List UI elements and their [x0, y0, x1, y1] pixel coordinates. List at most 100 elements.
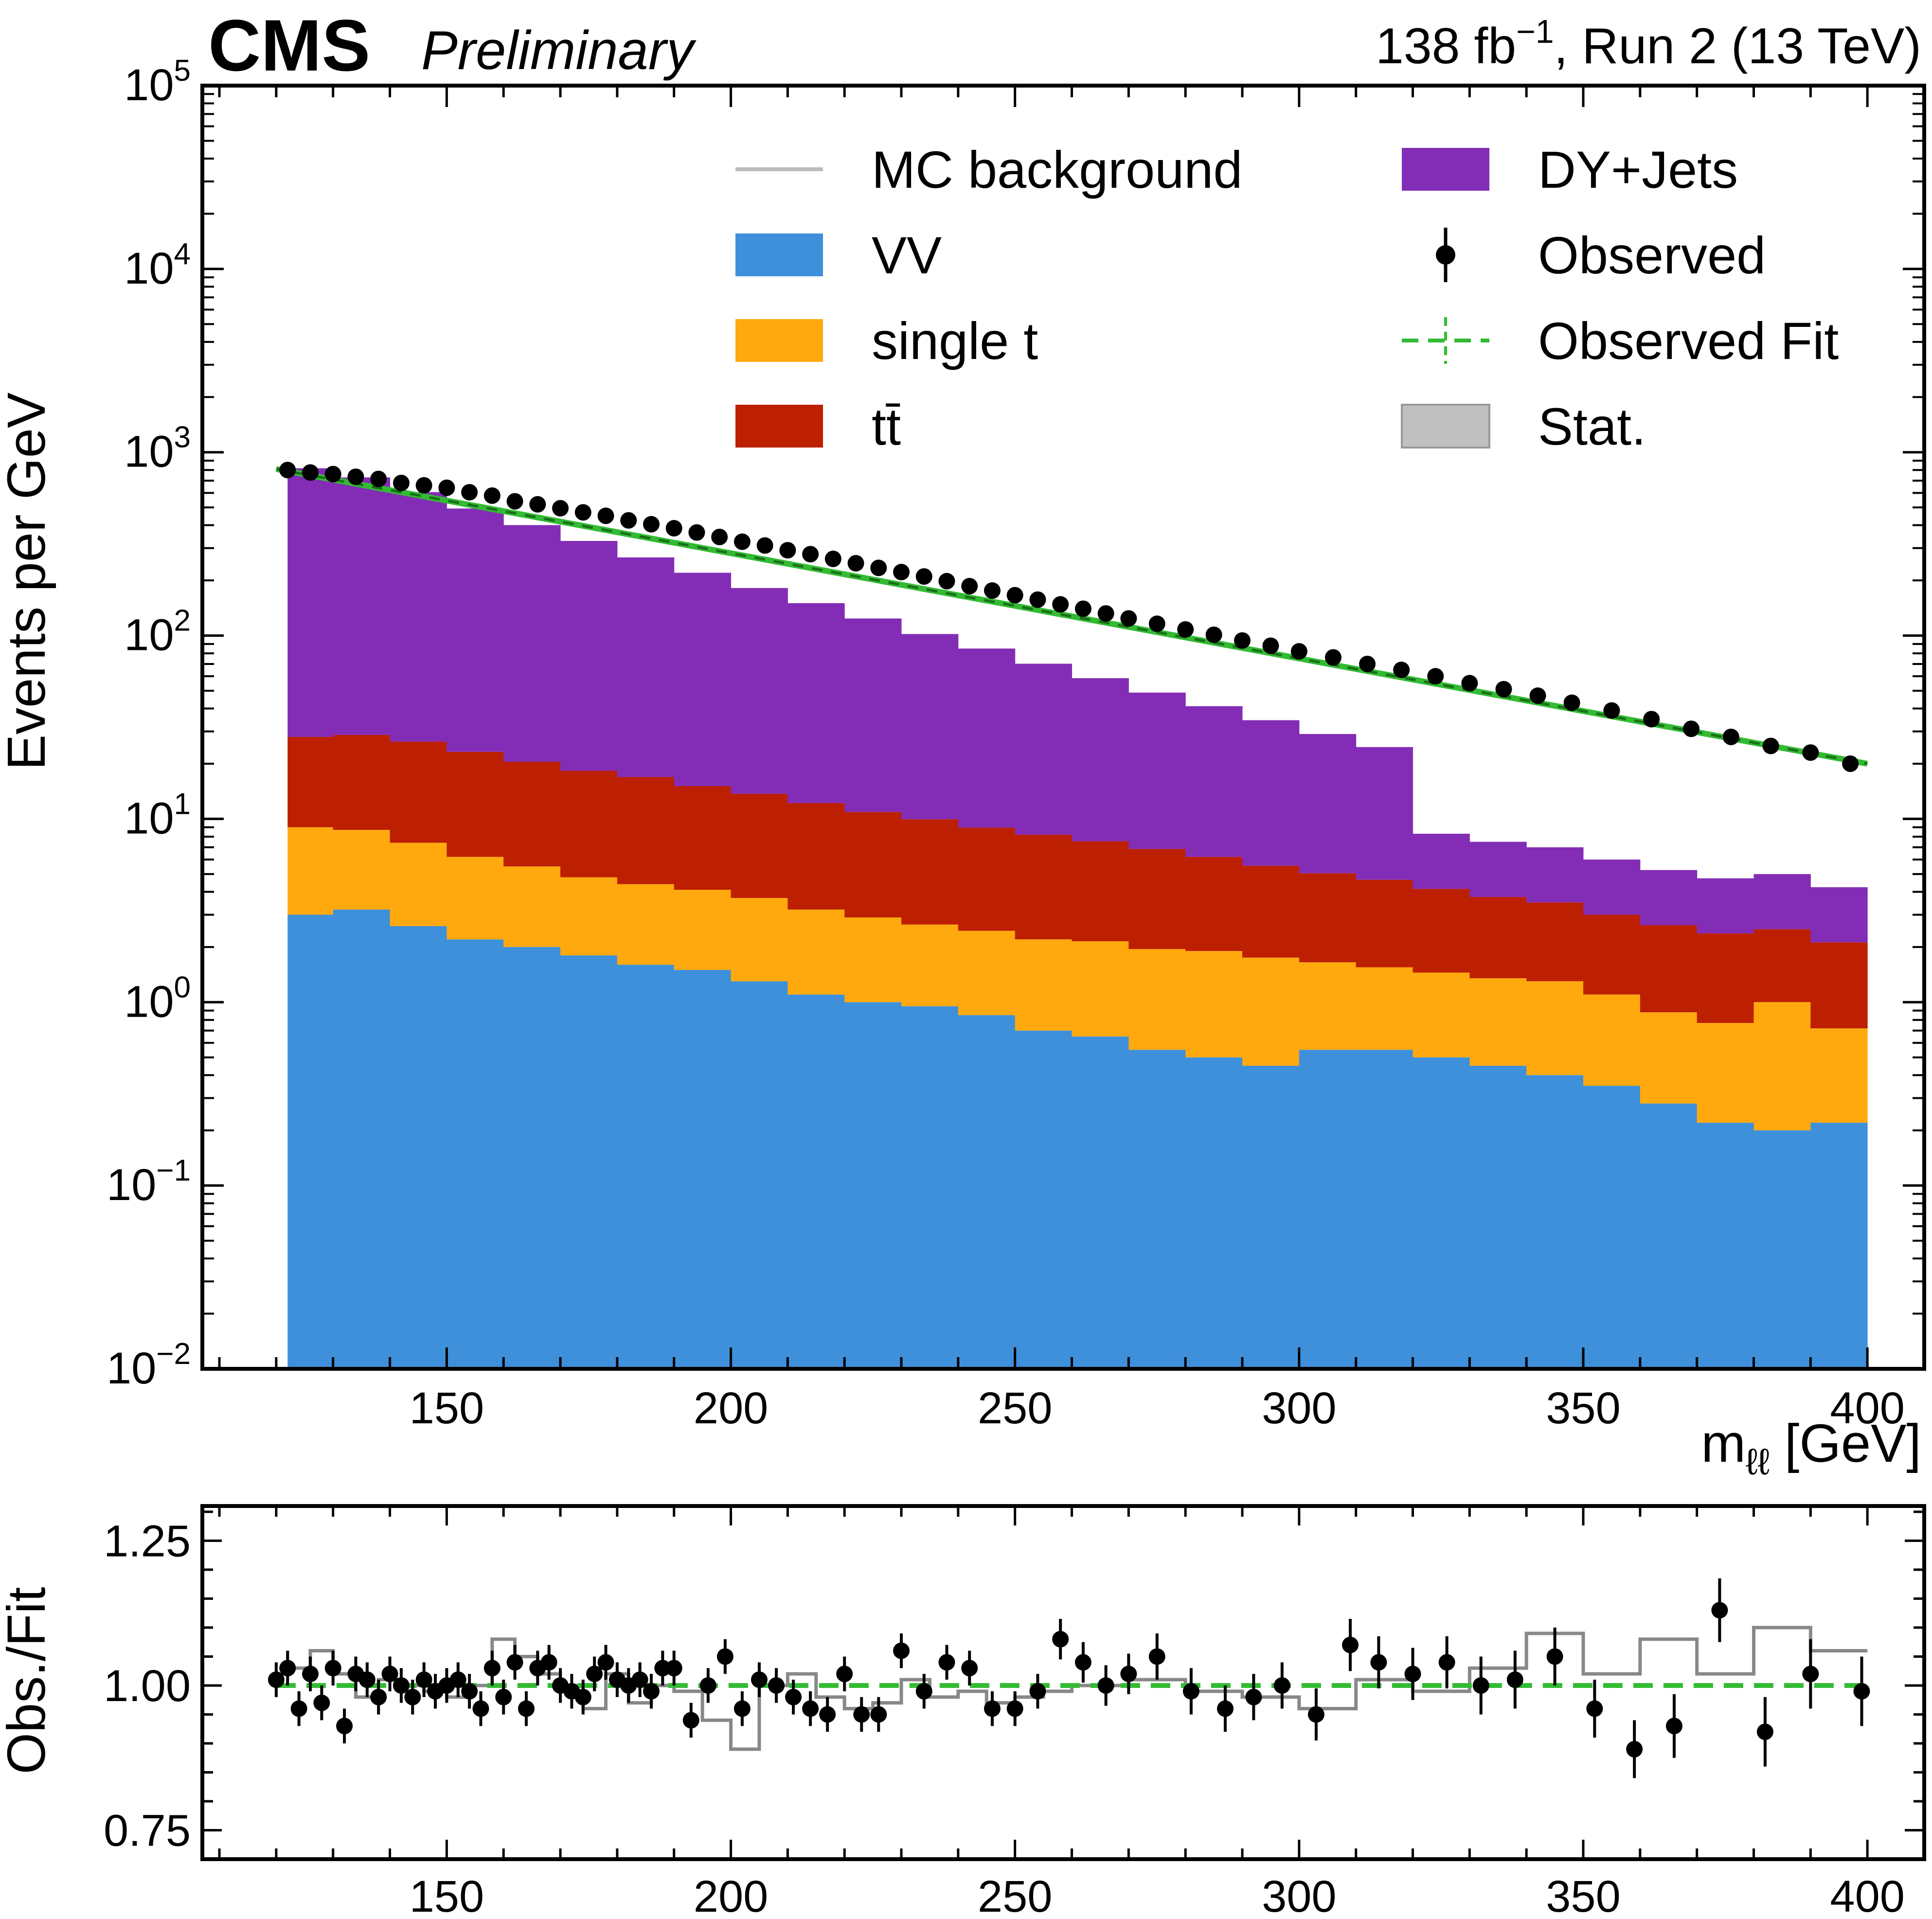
y-tick-label-base: 10	[124, 793, 174, 843]
ttbar-bar	[560, 771, 618, 878]
y-tick-label: 0.75	[104, 1806, 191, 1855]
legend-label: Stat.	[1538, 397, 1646, 456]
observed-point	[1643, 711, 1660, 728]
observed-point	[597, 507, 614, 524]
ttbar-bar	[1469, 897, 1527, 979]
ttbar-bar	[1640, 925, 1698, 1013]
observed-point	[1495, 681, 1512, 698]
vv-bar	[1413, 1057, 1470, 1369]
single-t-bar	[287, 827, 334, 915]
single-t-bar	[1640, 1012, 1698, 1104]
y-tick-label: 103	[124, 421, 191, 477]
single-t-bar	[844, 917, 902, 1003]
ratio-point	[313, 1694, 330, 1711]
ratio-point	[751, 1671, 768, 1688]
observed-point	[1359, 655, 1376, 672]
single-t-bar	[1015, 939, 1073, 1031]
ratio-point	[1370, 1654, 1387, 1671]
observed-point	[302, 464, 319, 481]
dy-bar	[1753, 874, 1811, 930]
observed-point	[915, 568, 932, 585]
ratio-point	[1756, 1723, 1773, 1740]
ratio-point	[643, 1683, 660, 1700]
vv-bar	[1299, 1050, 1357, 1369]
ratio-point	[682, 1712, 699, 1729]
legend-label: DY+Jets	[1538, 140, 1738, 199]
legend-label: Observed	[1538, 226, 1766, 285]
vv-bar	[1015, 1030, 1073, 1369]
y-tick-label-base: 10	[107, 1344, 156, 1393]
single-t-bar	[333, 830, 391, 910]
vv-bar	[1072, 1036, 1129, 1369]
x-tick-label: 200	[694, 1872, 769, 1919]
ttbar-bar	[844, 812, 902, 918]
ttbar-bar	[390, 741, 447, 843]
ttbar-bar	[1697, 933, 1754, 1023]
vv-bar	[674, 969, 732, 1369]
vv-bar	[447, 939, 504, 1369]
ratio-point	[1307, 1706, 1324, 1723]
single-t-bar	[958, 931, 1016, 1015]
ratio-point	[961, 1660, 978, 1677]
ttbar-bar	[731, 793, 788, 898]
ratio-point	[1182, 1683, 1199, 1700]
observed-point	[1563, 694, 1580, 711]
vv-bar	[1640, 1103, 1698, 1369]
observed-point	[1842, 755, 1859, 772]
dy-bar	[1242, 720, 1300, 866]
legend: MC background DY+Jets VV Observed single t Ob…	[735, 140, 1839, 456]
observed-point	[574, 504, 591, 521]
ttbar-bar	[1583, 915, 1641, 995]
ratio-point	[358, 1671, 376, 1688]
main-plot-frame	[200, 84, 1926, 1371]
observed-point	[1393, 662, 1410, 679]
dy-bar	[617, 557, 675, 777]
ratio-point	[586, 1666, 603, 1683]
ttbar-bar	[1753, 929, 1811, 1003]
ratio-point	[984, 1700, 1001, 1717]
observed-point	[324, 466, 341, 483]
observed-point	[1722, 728, 1739, 745]
single-t-bar	[560, 877, 618, 956]
observed-point	[415, 477, 432, 494]
ratio-point	[1586, 1700, 1603, 1717]
ratio-point	[472, 1700, 489, 1717]
dy-bar	[844, 618, 902, 812]
ratio-point	[1052, 1631, 1069, 1648]
y-tick-label: 1.00	[104, 1661, 191, 1711]
observed-point	[1682, 720, 1699, 737]
dy-bar	[731, 588, 788, 794]
y-tick-label: 100	[124, 970, 191, 1026]
vv-bar	[1242, 1065, 1300, 1369]
ratio-point	[336, 1718, 353, 1735]
ratio-point	[1626, 1740, 1643, 1758]
main-x-axis: 150 200 250 300 350 400	[218, 86, 1905, 1433]
ratio-point	[393, 1677, 410, 1694]
ratio-point	[404, 1688, 421, 1705]
vv-bar	[1128, 1050, 1186, 1369]
observed-point	[620, 512, 637, 529]
dy-bar	[1356, 747, 1413, 880]
single-t-bar	[731, 898, 788, 982]
dy-bar	[901, 634, 959, 820]
dy-bar	[333, 477, 391, 735]
mc-ratio-histogram	[287, 1626, 1868, 1751]
dy-bar	[787, 603, 845, 803]
observed-point	[643, 516, 660, 533]
ratio-point	[1216, 1700, 1234, 1717]
legend-label: VV	[872, 226, 942, 285]
y-tick-label-exponent: 5	[174, 54, 191, 88]
single-t-bar	[447, 857, 504, 940]
single-t-bar	[1242, 957, 1300, 1066]
y-tick-label: 10−1	[107, 1154, 191, 1210]
single-t-bar	[1753, 1002, 1811, 1130]
single-t-bar	[1185, 951, 1243, 1058]
single-t-bar	[1697, 1023, 1754, 1123]
vv-bar	[1469, 1065, 1527, 1369]
vv-bar	[1185, 1057, 1243, 1369]
y-tick-label-exponent: −2	[156, 1337, 191, 1371]
vv-bar	[333, 909, 391, 1369]
ttbar-bar	[958, 827, 1016, 931]
observed-point	[1006, 587, 1023, 604]
ratio-point	[716, 1648, 733, 1665]
